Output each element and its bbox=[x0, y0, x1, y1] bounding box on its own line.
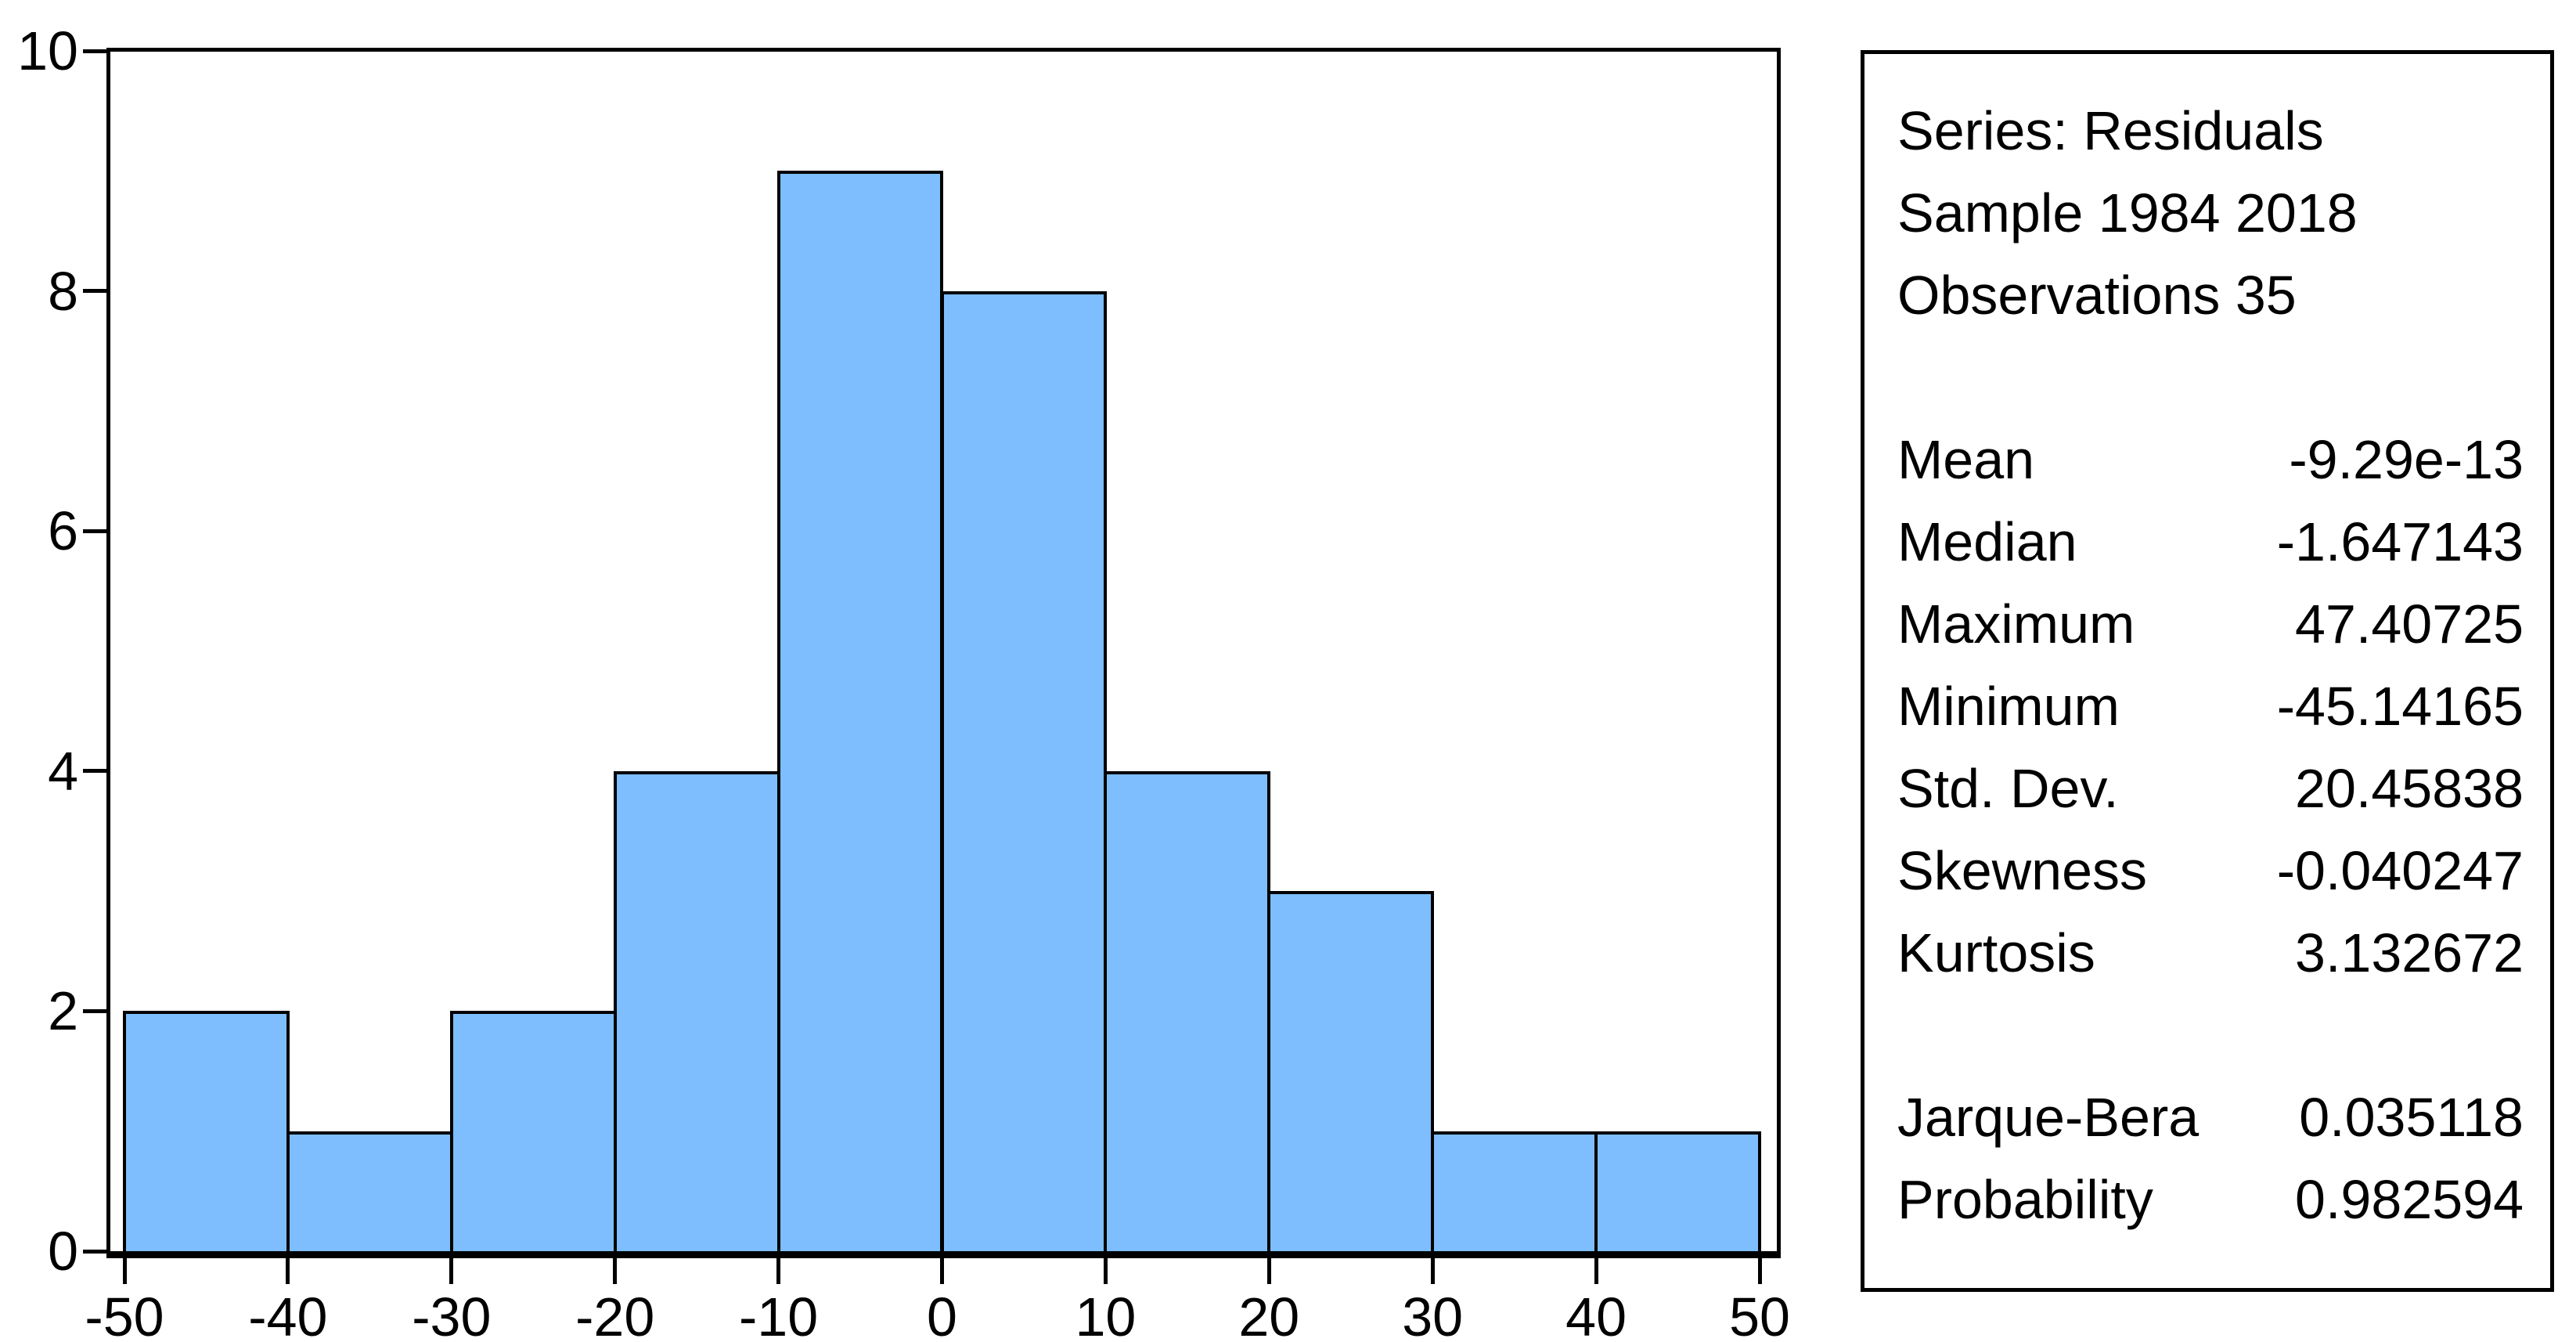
stat-value: 3.132672 bbox=[2295, 922, 2524, 983]
stat-value: 47.40725 bbox=[2295, 593, 2524, 655]
x-tick bbox=[122, 1254, 127, 1284]
x-tick-label: 50 bbox=[1729, 1286, 1790, 1342]
x-tick bbox=[613, 1254, 618, 1284]
stat-row-kurtosis: Kurtosis 3.132672 bbox=[1897, 912, 2524, 994]
y-tick-label: 0 bbox=[48, 1221, 78, 1282]
y-tick bbox=[83, 769, 106, 774]
x-tick bbox=[776, 1254, 781, 1284]
histogram-bar bbox=[449, 1011, 617, 1254]
x-tick-label: -20 bbox=[575, 1286, 655, 1342]
stat-label: Median bbox=[1897, 511, 2077, 572]
histogram-bar bbox=[613, 770, 780, 1254]
histogram-bar bbox=[940, 290, 1108, 1254]
y-tick-label: 6 bbox=[48, 500, 78, 562]
x-tick bbox=[1757, 1254, 1762, 1284]
stat-value: -45.14165 bbox=[2276, 676, 2524, 737]
histogram-bar bbox=[1431, 1131, 1598, 1254]
x-tick-label: 20 bbox=[1238, 1286, 1300, 1342]
x-tick-label: 0 bbox=[927, 1286, 957, 1342]
stat-value: -0.040247 bbox=[2276, 840, 2524, 901]
y-tick bbox=[83, 1249, 106, 1254]
stat-row-median: Median -1.647143 bbox=[1897, 501, 2524, 583]
stat-row-mean: Mean -9.29e-13 bbox=[1897, 419, 2524, 501]
y-tick bbox=[83, 1008, 106, 1013]
x-tick bbox=[1266, 1254, 1271, 1284]
histogram-bar bbox=[286, 1131, 453, 1254]
y-tick-label: 2 bbox=[48, 980, 78, 1042]
series-title: Series: Residuals bbox=[1897, 100, 2324, 161]
histogram-bar bbox=[123, 1011, 290, 1254]
stat-label: Std. Dev. bbox=[1897, 758, 2119, 819]
stat-row-skewness: Skewness -0.040247 bbox=[1897, 830, 2524, 912]
stat-label: Minimum bbox=[1897, 676, 2120, 737]
y-tick-label: 4 bbox=[48, 740, 78, 802]
y-tick-label: 10 bbox=[17, 20, 78, 81]
x-tick-label: 40 bbox=[1565, 1286, 1627, 1342]
x-tick-label: 30 bbox=[1402, 1286, 1464, 1342]
stat-label: Mean bbox=[1897, 429, 2035, 490]
stat-label: Skewness bbox=[1897, 840, 2148, 901]
stat-label: Kurtosis bbox=[1897, 922, 2095, 983]
y-tick bbox=[83, 529, 106, 533]
spacer bbox=[1897, 994, 2524, 1077]
x-tick bbox=[449, 1254, 454, 1284]
x-tick bbox=[1103, 1254, 1108, 1284]
stat-value: -9.29e-13 bbox=[2289, 429, 2524, 490]
y-tick-label: 8 bbox=[48, 260, 78, 322]
y-tick bbox=[83, 289, 106, 294]
y-tick bbox=[83, 49, 106, 53]
x-tick-label: -50 bbox=[85, 1286, 164, 1342]
stat-row-maximum: Maximum 47.40725 bbox=[1897, 583, 2524, 666]
x-tick-label: -30 bbox=[412, 1286, 492, 1342]
stat-label: Maximum bbox=[1897, 593, 2135, 655]
stat-row-minimum: Minimum -45.14165 bbox=[1897, 666, 2524, 748]
stat-value: 0.982594 bbox=[2295, 1169, 2524, 1230]
x-tick-label: -40 bbox=[248, 1286, 328, 1342]
stat-value: -1.647143 bbox=[2276, 511, 2524, 572]
observations-count: Observations 35 bbox=[1897, 265, 2297, 326]
histogram-bar bbox=[1267, 891, 1435, 1254]
stat-label: Probability bbox=[1897, 1169, 2153, 1230]
x-tick-label: 10 bbox=[1075, 1286, 1137, 1342]
x-tick-label: -10 bbox=[739, 1286, 819, 1342]
histogram-bar bbox=[1104, 770, 1271, 1254]
x-tick bbox=[940, 1254, 944, 1284]
spacer bbox=[1897, 337, 2524, 419]
stat-value: 20.45838 bbox=[2295, 758, 2524, 819]
histogram-bar bbox=[776, 171, 944, 1254]
stat-label: Jarque-Bera bbox=[1897, 1087, 2200, 1148]
stat-row-probability: Probability 0.982594 bbox=[1897, 1159, 2524, 1241]
x-tick bbox=[1594, 1254, 1598, 1284]
stat-value: 0.035118 bbox=[2299, 1087, 2524, 1148]
x-tick bbox=[1430, 1254, 1435, 1284]
stat-row-stddev: Std. Dev. 20.45838 bbox=[1897, 748, 2524, 830]
stats-box: Series: Residuals Sample 1984 2018 Obser… bbox=[1861, 50, 2554, 1292]
histogram-bar bbox=[1594, 1131, 1761, 1254]
x-tick bbox=[286, 1254, 290, 1284]
sample-range: Sample 1984 2018 bbox=[1897, 182, 2358, 244]
stat-row-jarque-bera: Jarque-Bera 0.035118 bbox=[1897, 1077, 2524, 1159]
